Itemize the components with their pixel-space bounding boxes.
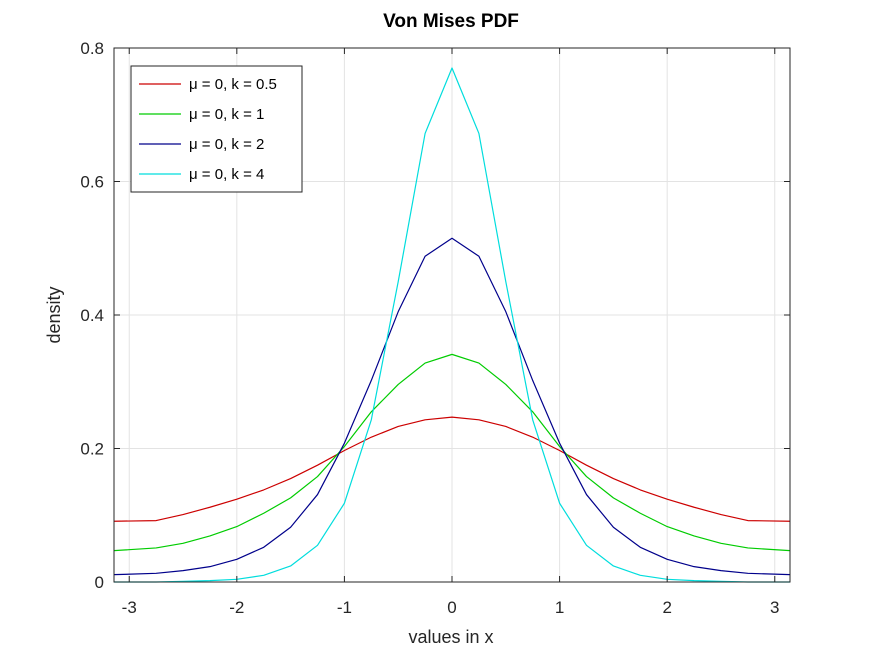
x-tick-label: 1 bbox=[555, 598, 564, 617]
x-tick-label: -3 bbox=[122, 598, 137, 617]
x-tick-label: 3 bbox=[770, 598, 779, 617]
legend-label-3: μ = 0, k = 2 bbox=[189, 136, 264, 153]
legend-box bbox=[130, 65, 303, 193]
series-line-3 bbox=[113, 237, 791, 576]
legend-label-2: μ = 0, k = 1 bbox=[189, 106, 264, 123]
x-tick-label: 0 bbox=[447, 598, 456, 617]
legend: μ = 0, k = 0.5 μ = 0, k = 1 μ = 0, k = 2 μ … bbox=[130, 65, 303, 193]
y-tick-label: 0.2 bbox=[80, 440, 104, 459]
x-tick-label: -2 bbox=[229, 598, 244, 617]
y-tick-label: 0.4 bbox=[80, 306, 104, 325]
ticks: -3 -2 -1 0 1 2 3 0 0.2 0.4 0.6 0.8 bbox=[80, 39, 790, 617]
x-tick-label: -1 bbox=[337, 598, 352, 617]
series-line-1 bbox=[113, 416, 791, 522]
legend-label-1: μ = 0, k = 0.5 bbox=[189, 76, 277, 93]
y-tick-label: 0.8 bbox=[80, 39, 104, 58]
legend-label-4: μ = 0, k = 4 bbox=[189, 166, 264, 183]
x-tick-label: 2 bbox=[662, 598, 671, 617]
y-axis-label: density bbox=[44, 286, 64, 343]
x-axis-label: values in x bbox=[408, 627, 493, 647]
y-tick-label: 0.6 bbox=[80, 173, 104, 192]
chart-title: Von Mises PDF bbox=[383, 11, 519, 32]
series-line-2 bbox=[113, 353, 791, 552]
y-tick-label: 0 bbox=[95, 573, 104, 592]
